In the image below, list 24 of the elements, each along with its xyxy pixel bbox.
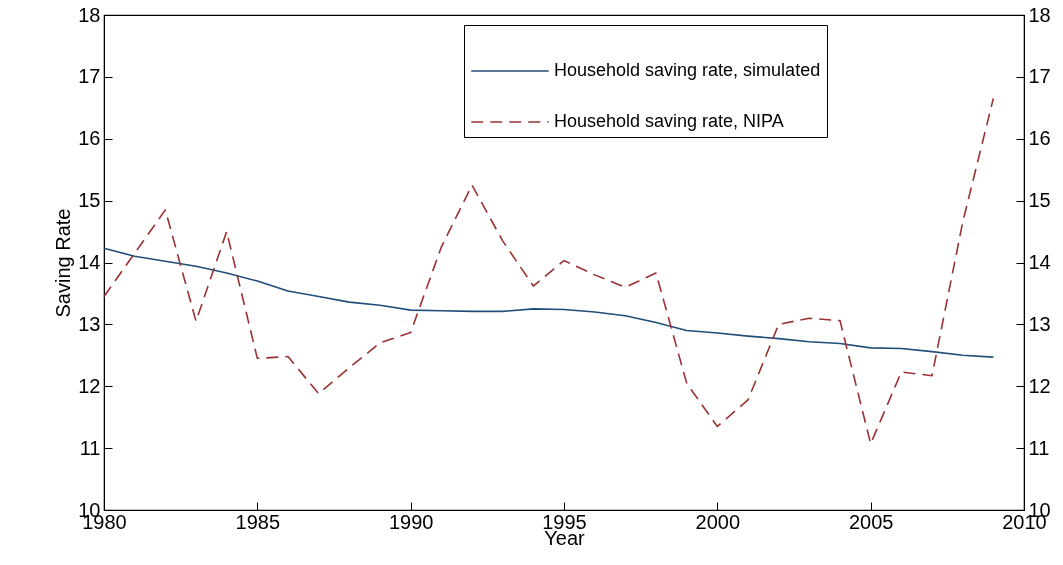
y-tick-label: 16 [78,127,101,150]
y2-tick-label: 16 [1028,127,1051,150]
x-tick-label: 1990 [388,510,434,533]
y-tick-label: 17 [78,65,101,88]
y-tick-label: 18 [78,3,101,26]
y2-tick-label: 15 [1028,189,1051,212]
y2-tick-label: 12 [1028,374,1051,397]
y-tick-label: 15 [78,189,101,212]
y2-tick-label: 13 [1028,312,1051,335]
y-tick-label: 14 [78,251,101,273]
legend-label: Household saving rate, simulated [554,60,821,80]
y-axis-title: Saving Rate [52,208,75,318]
y-tick-label: 13 [78,312,101,335]
x-tick-label: 2005 [848,510,894,533]
y2-tick-label: 18 [1028,3,1051,26]
y-tick-label: 12 [78,374,101,397]
y2-tick-label: 17 [1028,65,1051,88]
y2-tick-label: 11 [1028,436,1050,459]
x-tick-label: 2000 [695,510,741,533]
y-tick-label: 11 [79,436,101,459]
line-series [103,247,995,358]
y2-tick-label: 14 [1028,251,1051,273]
legend-label: Household saving rate, NIPA [554,111,784,131]
x-tick-label: 1985 [235,510,281,533]
